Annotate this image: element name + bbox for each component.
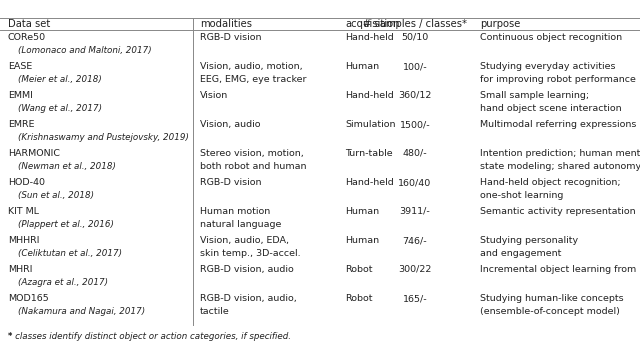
Text: 50/10: 50/10 <box>401 33 429 42</box>
Text: KIT ML: KIT ML <box>8 207 39 216</box>
Text: (Meier et al., 2018): (Meier et al., 2018) <box>18 76 102 85</box>
Text: CORe50: CORe50 <box>8 33 46 42</box>
Text: Hand-held object recognition;: Hand-held object recognition; <box>480 178 621 187</box>
Text: Human: Human <box>345 62 379 71</box>
Text: Incremental object learning from HRI: Incremental object learning from HRI <box>480 265 640 274</box>
Text: (Krishnaswamy and Pustejovsky, 2019): (Krishnaswamy and Pustejovsky, 2019) <box>18 133 189 142</box>
Text: (Celiktutan et al., 2017): (Celiktutan et al., 2017) <box>18 250 122 259</box>
Text: * classes identify distinct object or action categories, if specified.: * classes identify distinct object or ac… <box>8 332 291 341</box>
Text: Robot: Robot <box>345 294 372 303</box>
Text: Vision, audio, EDA,: Vision, audio, EDA, <box>200 236 289 245</box>
Text: EMRE: EMRE <box>8 120 35 129</box>
Text: MHHRI: MHHRI <box>8 236 40 245</box>
Text: Human motion: Human motion <box>200 207 270 216</box>
Text: Hand-held: Hand-held <box>345 33 394 42</box>
Text: 100/-: 100/- <box>403 62 428 71</box>
Text: natural language: natural language <box>200 220 282 229</box>
Text: hand object scene interaction: hand object scene interaction <box>480 104 621 113</box>
Text: (Lomonaco and Maltoni, 2017): (Lomonaco and Maltoni, 2017) <box>18 46 152 55</box>
Text: Continuous object recognition: Continuous object recognition <box>480 33 622 42</box>
Text: EEG, EMG, eye tracker: EEG, EMG, eye tracker <box>200 76 307 85</box>
Text: (ensemble-of-concept model): (ensemble-of-concept model) <box>480 307 620 316</box>
Text: modalities: modalities <box>200 19 252 29</box>
Text: MHRI: MHRI <box>8 265 33 274</box>
Text: Vision, audio: Vision, audio <box>200 120 260 129</box>
Text: tactile: tactile <box>200 307 230 316</box>
Text: (Sun et al., 2018): (Sun et al., 2018) <box>18 191 94 200</box>
Text: Vision, audio, motion,: Vision, audio, motion, <box>200 62 303 71</box>
Text: (Nakamura and Nagai, 2017): (Nakamura and Nagai, 2017) <box>18 307 145 316</box>
Text: state modeling; shared autonomy: state modeling; shared autonomy <box>480 163 640 172</box>
Text: (Newman et al., 2018): (Newman et al., 2018) <box>18 163 116 172</box>
Text: RGB-D vision, audio: RGB-D vision, audio <box>200 265 294 274</box>
Text: purpose: purpose <box>480 19 520 29</box>
Text: Turn-table: Turn-table <box>345 149 392 158</box>
Text: 3911/-: 3911/- <box>399 207 430 216</box>
Text: Vision: Vision <box>200 91 228 100</box>
Text: Small sample learning;: Small sample learning; <box>480 91 589 100</box>
Text: RGB-D vision: RGB-D vision <box>200 33 262 42</box>
Text: RGB-D vision: RGB-D vision <box>200 178 262 187</box>
Text: Human: Human <box>345 236 379 245</box>
Text: Intention prediction; human mental: Intention prediction; human mental <box>480 149 640 158</box>
Text: 746/-: 746/- <box>403 236 428 245</box>
Text: EMMI: EMMI <box>8 91 33 100</box>
Text: 360/12: 360/12 <box>398 91 432 100</box>
Text: Hand-held: Hand-held <box>345 91 394 100</box>
Text: Robot: Robot <box>345 265 372 274</box>
Text: Simulation: Simulation <box>345 120 396 129</box>
Text: Stereo vision, motion,: Stereo vision, motion, <box>200 149 304 158</box>
Text: for improving robot performance: for improving robot performance <box>480 76 636 85</box>
Text: # samples / classes*: # samples / classes* <box>363 19 467 29</box>
Text: skin temp., 3D-accel.: skin temp., 3D-accel. <box>200 250 301 259</box>
Text: EASE: EASE <box>8 62 32 71</box>
Text: MOD165: MOD165 <box>8 294 49 303</box>
Text: Studying personality: Studying personality <box>480 236 578 245</box>
Text: Multimodal referring expressions: Multimodal referring expressions <box>480 120 636 129</box>
Text: 160/40: 160/40 <box>398 178 431 187</box>
Text: Hand-held: Hand-held <box>345 178 394 187</box>
Text: Human: Human <box>345 207 379 216</box>
Text: Data set: Data set <box>8 19 51 29</box>
Text: RGB-D vision, audio,: RGB-D vision, audio, <box>200 294 297 303</box>
Text: one-shot learning: one-shot learning <box>480 191 563 200</box>
Text: HOD-40: HOD-40 <box>8 178 45 187</box>
Text: (Azagra et al., 2017): (Azagra et al., 2017) <box>18 278 108 287</box>
Text: Studying human-like concepts: Studying human-like concepts <box>480 294 623 303</box>
Text: and engagement: and engagement <box>480 250 561 259</box>
Text: HARMONIC: HARMONIC <box>8 149 60 158</box>
Text: 1500/-: 1500/- <box>400 120 430 129</box>
Text: both robot and human: both robot and human <box>200 163 307 172</box>
Text: Studying everyday activities: Studying everyday activities <box>480 62 616 71</box>
Text: acquisition: acquisition <box>345 19 399 29</box>
Text: 300/22: 300/22 <box>398 265 432 274</box>
Text: * ​: * ​ <box>8 332 15 341</box>
Text: (Wang et al., 2017): (Wang et al., 2017) <box>18 104 102 113</box>
Text: Semantic activity representation: Semantic activity representation <box>480 207 636 216</box>
Text: 480/-: 480/- <box>403 149 428 158</box>
Text: (Plappert et al., 2016): (Plappert et al., 2016) <box>18 220 114 229</box>
Text: 165/-: 165/- <box>403 294 428 303</box>
